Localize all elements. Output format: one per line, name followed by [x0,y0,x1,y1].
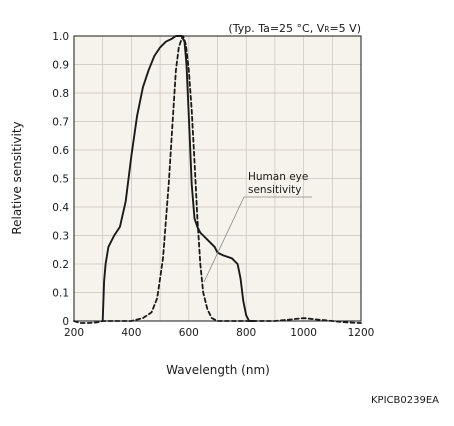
annotation-line-2: sensitivity [248,184,301,196]
y-tick-label: 0.7 [52,117,69,129]
x-tick-label: 1000 [290,327,317,339]
x-tick-label: 600 [179,327,199,339]
grid-lines [74,36,361,321]
annotation-leader-line [203,196,245,283]
series-lines [73,35,362,324]
x-tick-label: 200 [64,327,84,339]
y-tick-label: 0.8 [52,88,69,100]
y-tick-labels: 0 0.1 0.2 0.3 0.4 0.5 0.6 0.7 0.8 0.9 1.0 [52,31,69,328]
x-tick-labels: 200 400 600 800 1000 1200 [64,327,374,339]
y-tick-label: 0.1 [52,288,69,300]
human-eye-sensitivity-line [73,35,362,324]
y-tick-label: 0.2 [52,259,69,271]
y-tick-label: 0 [62,316,69,328]
y-tick-label: 1.0 [52,31,69,43]
annotation-line-1: Human eye [248,171,308,183]
x-axis-label: Wavelength (nm) [166,363,270,377]
y-tick-label: 0.9 [52,60,69,72]
y-axis-label: Relative sensitivity [10,121,24,234]
y-tick-label: 0.6 [52,145,69,157]
y-tick-label: 0.4 [52,202,69,214]
human-eye-annotation: Human eye sensitivity [203,171,312,283]
y-tick-label: 0.5 [52,174,69,186]
conditions-label: (Typ. Ta=25 °C, VR=5 V) [228,22,361,35]
x-tick-label: 400 [121,327,141,339]
figure-code: KPICB0239EA [371,395,439,406]
y-tick-label: 0.3 [52,231,69,243]
x-tick-label: 1200 [348,327,375,339]
x-tick-label: 800 [236,327,256,339]
plot-frame [73,35,362,322]
